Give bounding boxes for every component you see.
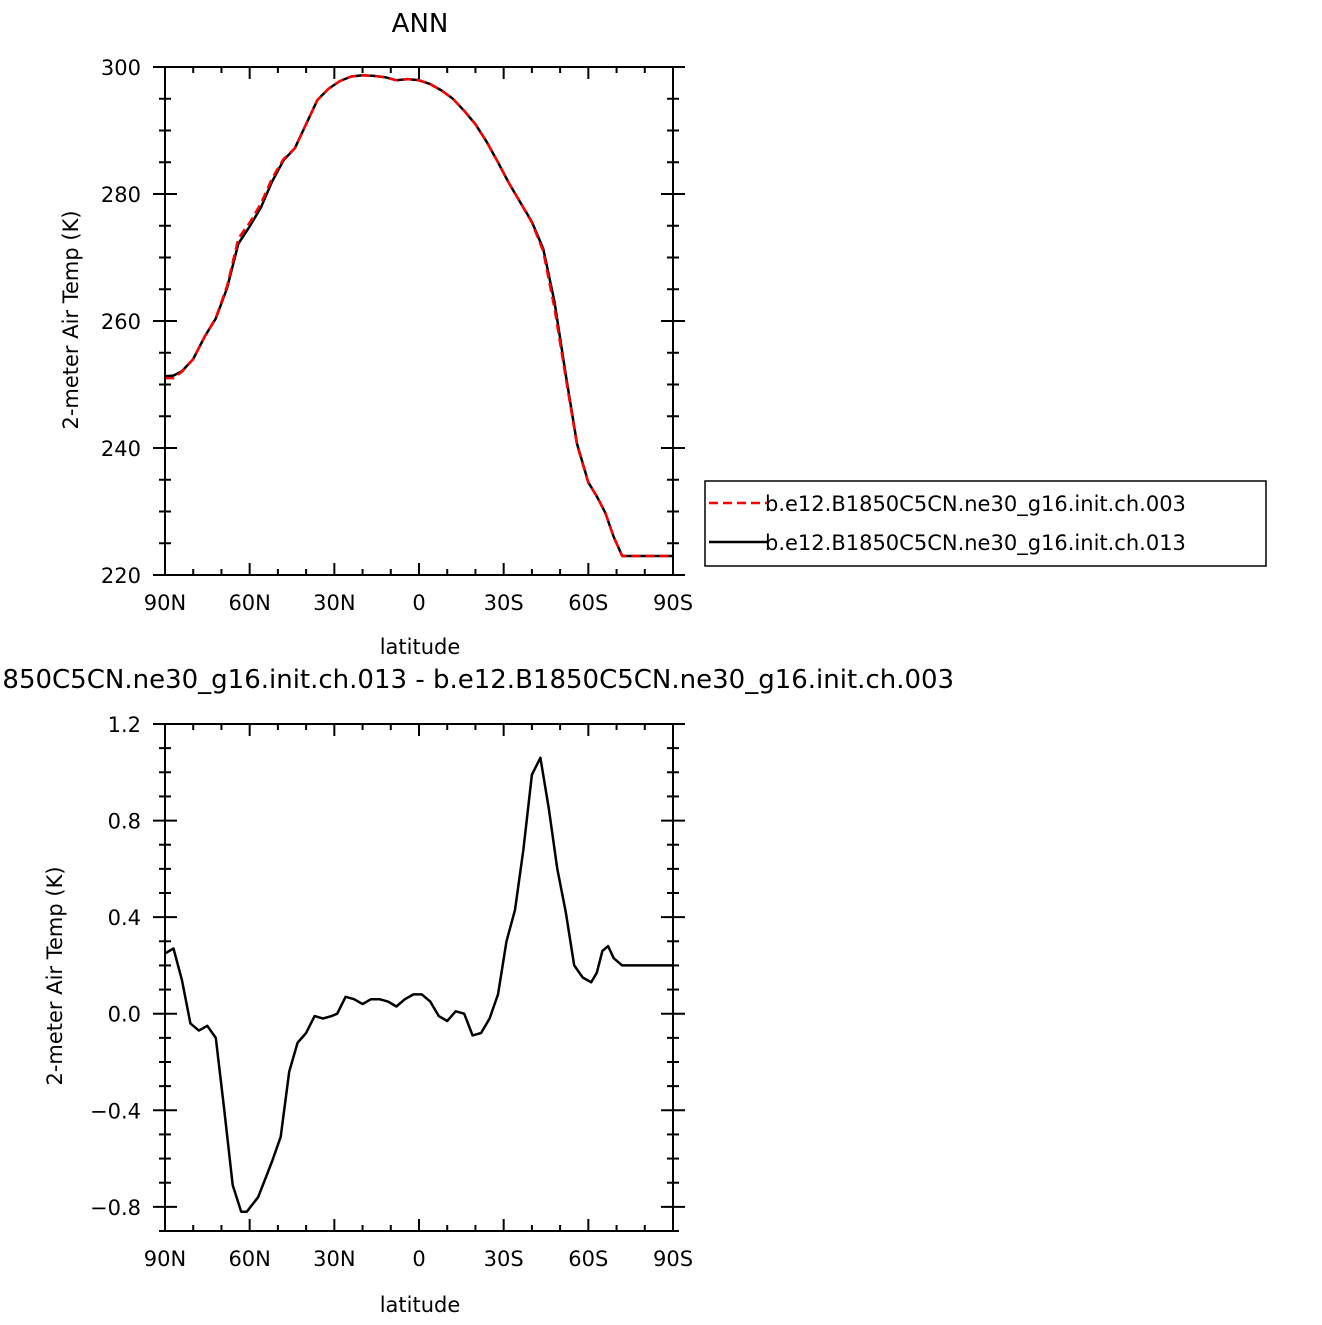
top-x-tick-label: 0 (412, 591, 425, 615)
top-series-line-1 (165, 74, 673, 558)
legend-entry-label: b.e12.B1850C5CN.ne30_g16.init.ch.013 (765, 531, 1186, 556)
bottom-plot-frame (164, 723, 674, 1232)
bottom-y-tick-label: −0.4 (90, 1099, 141, 1123)
top-legend: b.e12.B1850C5CN.ne30_g16.init.ch.003 b.e1… (704, 480, 1267, 567)
bottom-y-tick-label: 0.0 (108, 1003, 141, 1027)
top-y-tick-label: 240 (101, 437, 141, 461)
bottom-x-axis-label: latitude (380, 1293, 461, 1317)
bottom-y-tick-label: 1.2 (108, 713, 141, 737)
top-chart-title: ANN (392, 9, 449, 39)
top-y-tick-label: 280 (101, 183, 141, 207)
legend-box (704, 480, 1267, 567)
bottom-x-tick-label: 60N (228, 1247, 270, 1271)
top-y-axis-label: 2-meter Air Temp (K) (59, 210, 83, 429)
top-x-tick-label: 30S (484, 591, 524, 615)
top-y-tick-label: 260 (101, 310, 141, 334)
top-plot-area: 90N 60N 30N 0 30S 60S 90S 220 240 260 280 300 (101, 56, 693, 615)
top-x-tick-label: 60N (228, 591, 270, 615)
bottom-x-tick-label: 30N (313, 1247, 355, 1271)
bottom-y-tick-label: −0.8 (90, 1196, 141, 1220)
bottom-x-tick-label: 90N (144, 1247, 186, 1271)
legend-entry-label: b.e12.B1850C5CN.ne30_g16.init.ch.003 (765, 492, 1186, 517)
bottom-plot-area: 90N 60N 30N 0 30S 60S 90S −0.8 −0.4 0.0 0.4 0.8 1.2 (90, 713, 693, 1271)
top-series-line-0 (165, 74, 673, 558)
bottom-chart-title: b.e12.B1850C5CN.ne30_g16.init.ch.013 - b… (0, 665, 954, 695)
bottom-x-tick-label: 0 (412, 1247, 425, 1271)
bottom-x-tick-label: 60S (568, 1247, 608, 1271)
top-x-tick-label: 60S (568, 591, 608, 615)
bottom-x-tick-label: 30S (484, 1247, 524, 1271)
top-x-axis-label: latitude (380, 635, 461, 659)
bottom-series-line-0 (165, 756, 673, 1213)
bottom-y-tick-label: 0.8 (108, 810, 141, 834)
bottom-x-tick-label: 90S (653, 1247, 693, 1271)
top-x-tick-label: 90N (144, 591, 186, 615)
top-y-tick-label: 300 (101, 56, 141, 80)
top-x-tick-label: 30N (313, 591, 355, 615)
top-y-tick-label: 220 (101, 564, 141, 588)
top-x-tick-label: 90S (653, 591, 693, 615)
bottom-panel: b.e12.B1850C5CN.ne30_g16.init.ch.013 - b… (0, 665, 954, 1317)
bottom-y-axis-label: 2-meter Air Temp (K) (43, 866, 67, 1085)
bottom-y-tick-label: 0.4 (108, 906, 141, 930)
top-panel: ANN latitude 2-meter Air Temp (K) 90N 60N… (59, 9, 1267, 659)
